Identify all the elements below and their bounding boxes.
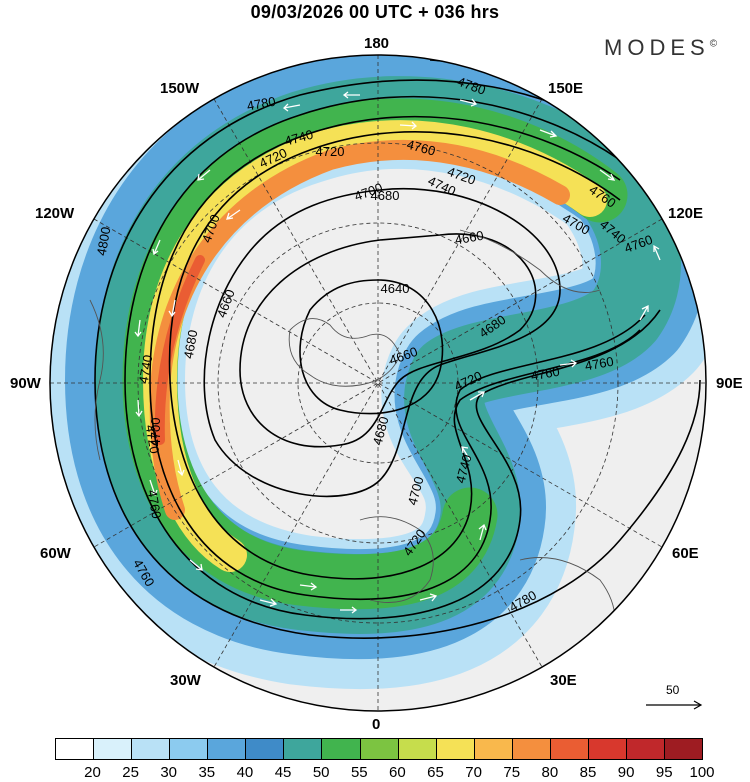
lon-label-30w: 30W: [170, 672, 201, 689]
colorbar-swatch: [56, 739, 95, 759]
contour-label: 4680: [181, 329, 201, 360]
lon-label-150e: 150E: [548, 80, 584, 97]
modes-logo: MODES©: [604, 35, 717, 61]
contour-label: 4660: [454, 228, 485, 248]
colorbar-swatch: [512, 739, 551, 759]
contour-label: 4700: [405, 475, 427, 507]
lon-label-180: 180: [364, 35, 390, 52]
contour-label: 4740: [136, 354, 156, 385]
colorbar-tick-label: 40: [236, 764, 254, 781]
lon-label-120w: 120W: [35, 205, 75, 222]
logo-text: MODES: [604, 35, 710, 60]
logo-mark: ©: [709, 38, 718, 50]
colorbar-swatch: [94, 739, 133, 759]
wind-speed-colorbar: [55, 738, 703, 760]
colorbar-tick-label: 85: [579, 764, 597, 781]
colorbar-tick-label: 65: [427, 764, 444, 781]
lon-label-90e: 90E: [716, 375, 743, 392]
lon-label-150w: 150W: [160, 80, 200, 97]
colorbar-tick-label: 30: [160, 764, 178, 781]
contour-label: 4720: [316, 144, 345, 159]
colorbar-tick-label: 70: [465, 764, 482, 781]
colorbar-swatch: [322, 739, 361, 759]
reference-vector-arrow: [646, 700, 703, 710]
colorbar-swatch: [550, 739, 589, 759]
colorbar-tick-label: 80: [541, 764, 559, 781]
contour-label: 4740: [453, 453, 475, 485]
lon-label-0: 0: [372, 716, 381, 733]
jet-band-red: [154, 255, 205, 445]
lon-label-60e: 60E: [672, 545, 699, 562]
colorbar-tick-label: 20: [84, 764, 101, 781]
contour-label: 4740: [283, 127, 315, 149]
colorbar-tick-label: 25: [122, 764, 139, 781]
colorbar-swatch: [284, 739, 323, 759]
colorbar-tick-label: 95: [655, 764, 673, 781]
colorbar-tick-label: 55: [350, 764, 368, 781]
wind-vectors: [134, 91, 661, 614]
colorbar-swatch: [588, 739, 627, 759]
contour-label: 4800: [94, 226, 114, 257]
reference-vector: 50: [644, 683, 704, 713]
colorbar-swatch: [398, 739, 437, 759]
lon-label-60w: 60W: [40, 545, 71, 562]
lon-label-120e: 120E: [668, 205, 704, 222]
colorbar-swatch: [246, 739, 285, 759]
colorbar-swatch: [436, 739, 475, 759]
colorbar-tick-label: 90: [617, 764, 635, 781]
colorbar-tick-label: 50: [312, 764, 330, 781]
colorbar-tick-label: 35: [198, 764, 216, 781]
lon-label-90w: 90W: [10, 375, 41, 392]
colorbar-tick-label: 45: [274, 764, 292, 781]
lon-label-30e: 30E: [550, 672, 577, 689]
colorbar-tick-label: 75: [503, 764, 521, 781]
colorbar-tick-label: 60: [389, 764, 406, 781]
colorbar-swatch: [360, 739, 399, 759]
contour-label: 4760: [584, 354, 615, 374]
contour-label: 4760: [145, 489, 165, 520]
contour-label: 4760: [530, 364, 561, 384]
colorbar-swatch: [132, 739, 171, 759]
map-title: 09/03/2026 00 UTC + 036 hrs: [250, 2, 500, 22]
contour-label: 4640: [381, 281, 410, 296]
colorbar-swatch: [170, 739, 209, 759]
map-boundary: [49, 54, 707, 712]
colorbar-swatch: [626, 739, 665, 759]
colorbar-tick-label: 100: [689, 764, 715, 781]
contour-label: 4700: [148, 418, 163, 447]
contour-label: 4760: [405, 137, 437, 159]
contour-label: 4720: [143, 424, 163, 455]
contour-label: 4680: [370, 415, 392, 447]
colorbar-swatch: [665, 739, 703, 759]
contour-label: 4680: [371, 188, 400, 203]
colorbar-swatch: [208, 739, 247, 759]
reference-vector-label: 50: [666, 683, 680, 697]
contour-label: 4780: [246, 94, 277, 114]
colorbar-swatch: [474, 739, 513, 759]
